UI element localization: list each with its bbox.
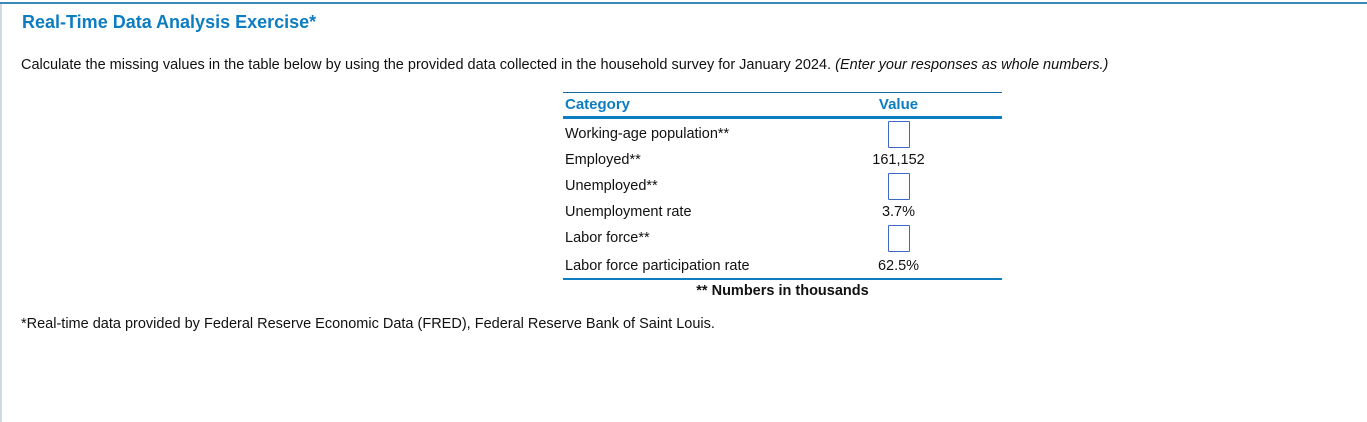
labor-force-participation-rate-value: 62.5% [877,257,920,274]
instruction-text: Calculate the missing values in the tabl… [21,57,1108,73]
unemployed-input[interactable] [887,172,910,200]
table-row: Employed** 161,152 [563,149,1002,171]
table-row: Labor force participation rate 62.5% [563,253,1002,278]
employed-value: 161,152 [872,152,925,168]
table-top-rule [563,92,1002,93]
unemployment-rate-value: 3.7% [881,204,916,220]
instruction-note: (Enter your responses as whole numbers.) [835,57,1109,73]
row-label-unemployment-rate: Unemployment rate [565,204,692,220]
table-row: Working-age population** [563,119,1002,149]
table-row: Labor force** [563,223,1002,253]
data-table: Category Value Working-age population** … [563,92,1002,299]
row-label-labor-force: Labor force** [565,230,650,246]
page-title: Real-Time Data Analysis Exercise* [22,12,317,32]
column-header-value: Value [878,96,919,113]
page-top-border [0,2,1367,4]
column-header-category: Category [565,96,631,113]
table-bottom-rule [563,278,1002,280]
labor-force-input[interactable] [887,224,910,252]
row-label-employed: Employed** [565,152,641,168]
table-row: Unemployed** [563,171,1002,201]
row-label-labor-force-participation-rate: Labor force participation rate [565,257,750,274]
table-footnote: ** Numbers in thousands [696,283,869,299]
table-row: Unemployment rate 3.7% [563,201,1002,223]
page-left-border [0,4,2,422]
working-age-population-input[interactable] [887,120,910,148]
row-label-unemployed: Unemployed** [565,178,658,194]
table-header-separator [563,116,1002,119]
table-header-row: Category Value [563,93,1002,116]
row-label-working-age-population: Working-age population** [565,126,730,142]
source-footnote: *Real-time data provided by Federal Rese… [21,316,715,332]
instruction-main: Calculate the missing values in the tabl… [21,57,836,73]
